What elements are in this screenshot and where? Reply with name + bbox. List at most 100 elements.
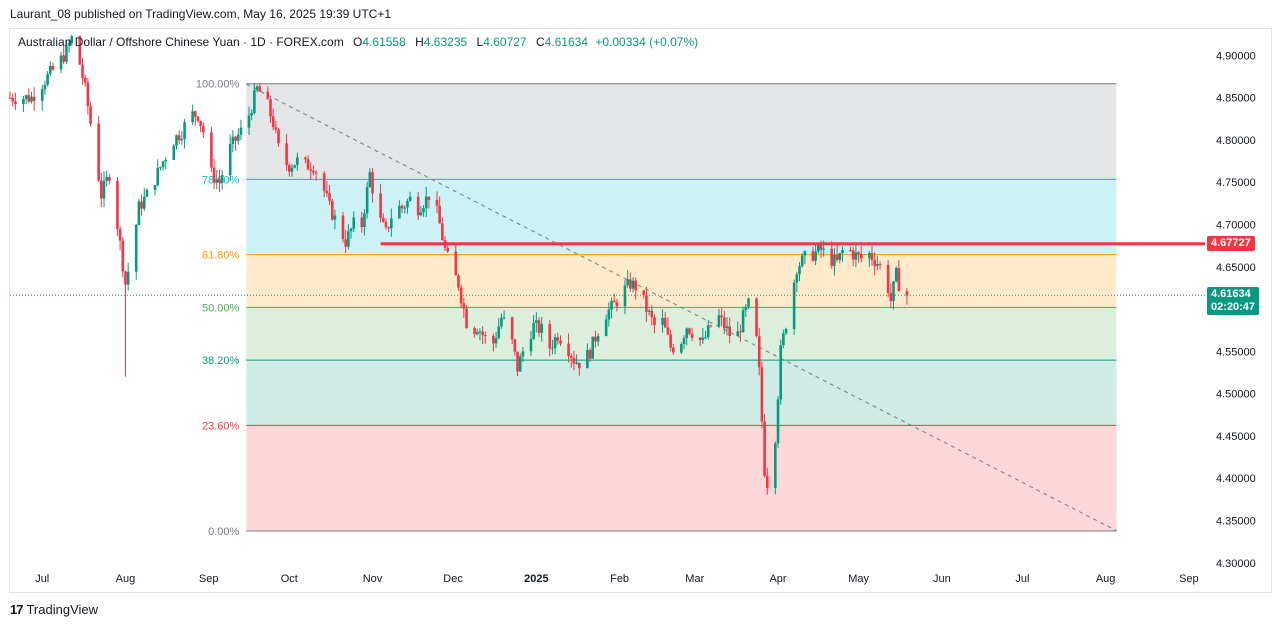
candle-body <box>578 362 581 369</box>
candle-body <box>650 310 654 318</box>
candle-body <box>680 343 683 353</box>
candle-body <box>253 90 256 113</box>
fib-level-label: 0.00% <box>208 526 239 538</box>
fib-level-label: 100.00% <box>196 79 240 91</box>
price-tick-label: 4.35000 <box>1216 515 1256 527</box>
candle-body <box>572 358 576 364</box>
candle-body <box>381 217 385 222</box>
tradingview-icon: 17 <box>10 602 24 617</box>
candle-body <box>779 345 783 400</box>
candle-body <box>645 295 648 312</box>
candle-body <box>690 333 694 338</box>
candle-body <box>328 193 331 201</box>
candle-body <box>516 351 519 372</box>
time-tick-label: May <box>848 573 869 585</box>
candle-body <box>105 177 108 181</box>
candle-body <box>124 271 127 285</box>
candle-body <box>688 328 691 334</box>
price-tick-label: 4.50000 <box>1216 389 1256 401</box>
candle-body <box>269 99 272 117</box>
candle-body <box>892 281 895 302</box>
candle-body <box>532 322 535 339</box>
candle-body <box>841 250 844 254</box>
last-price-value: 4.61634 <box>1211 288 1251 300</box>
tradingview-logo[interactable]: 17 TradingView <box>10 602 98 617</box>
candle-body <box>462 303 466 309</box>
candle-body <box>177 135 181 141</box>
price-tick-label: 4.80000 <box>1216 135 1256 147</box>
candle-body <box>435 199 439 206</box>
candle-body <box>360 217 364 228</box>
candle-body <box>97 123 100 181</box>
candle-body <box>368 172 372 187</box>
candle-body <box>559 340 562 344</box>
candle-body <box>330 200 334 220</box>
candle-body <box>424 196 428 209</box>
candle-body <box>287 165 291 172</box>
candle-body <box>868 253 871 259</box>
candle-body <box>830 248 834 266</box>
candle-body <box>30 96 33 102</box>
candle-body <box>849 250 852 252</box>
candle-body <box>322 173 326 191</box>
candle-body <box>78 36 82 65</box>
candle-body <box>309 169 313 171</box>
price-tick-label: 4.65000 <box>1216 262 1256 274</box>
candle-body <box>556 337 560 341</box>
candlestick-series <box>8 34 909 495</box>
candle-body <box>774 443 777 489</box>
candle-body <box>43 84 47 90</box>
candle-body <box>814 251 817 261</box>
candle-body <box>859 254 863 259</box>
candle-body <box>231 136 235 145</box>
candle-body <box>325 190 329 194</box>
price-tick-label: 4.70000 <box>1216 220 1256 232</box>
candle-body <box>83 77 87 83</box>
drawn-lines[interactable] <box>10 83 1205 532</box>
candle-body <box>886 264 890 293</box>
candle-body <box>586 349 589 369</box>
price-tick-label: 4.75000 <box>1216 177 1256 189</box>
candle-body <box>126 271 130 285</box>
candle-body <box>118 228 122 241</box>
candle-body <box>518 356 522 372</box>
candle-body <box>67 43 71 46</box>
candle-body <box>454 251 458 276</box>
candle-body <box>183 122 186 139</box>
candle-body <box>347 231 350 247</box>
candle-body <box>191 111 194 123</box>
candle-body <box>422 208 425 213</box>
candle-body <box>236 134 240 141</box>
candle-body <box>285 143 288 166</box>
fibonacci-retracement[interactable]: 100.00% 78.60% 61.80% 50.00% 38.20% 23.60% 0.0… <box>196 79 1117 538</box>
close-value: 4.61634 <box>544 35 589 49</box>
candle-body <box>465 308 468 329</box>
candle-body <box>510 317 514 340</box>
candle-body <box>607 309 611 320</box>
candle-body <box>438 205 441 224</box>
low-value: 4.60727 <box>483 35 527 49</box>
candle-body <box>258 86 262 92</box>
candle-body <box>604 319 608 337</box>
candle-body <box>623 285 627 307</box>
candle-body <box>478 331 482 333</box>
candle-body <box>647 310 651 312</box>
candle-body <box>838 253 842 260</box>
candle-body <box>765 475 769 489</box>
candle-body <box>51 65 55 70</box>
candle-body <box>142 196 146 209</box>
candle-body <box>905 291 909 296</box>
candle-body <box>551 347 554 349</box>
candle-body <box>811 251 815 261</box>
candle-body <box>457 275 460 288</box>
candle-body <box>502 317 506 319</box>
candle-body <box>822 248 825 250</box>
fib-zone <box>246 254 1117 308</box>
candle-body <box>102 180 106 199</box>
candle-body <box>736 331 740 337</box>
candle-body <box>725 326 729 329</box>
time-tick-label: Mar <box>685 573 704 585</box>
brand-name: TradingView <box>26 602 99 617</box>
candle-body <box>494 338 498 344</box>
